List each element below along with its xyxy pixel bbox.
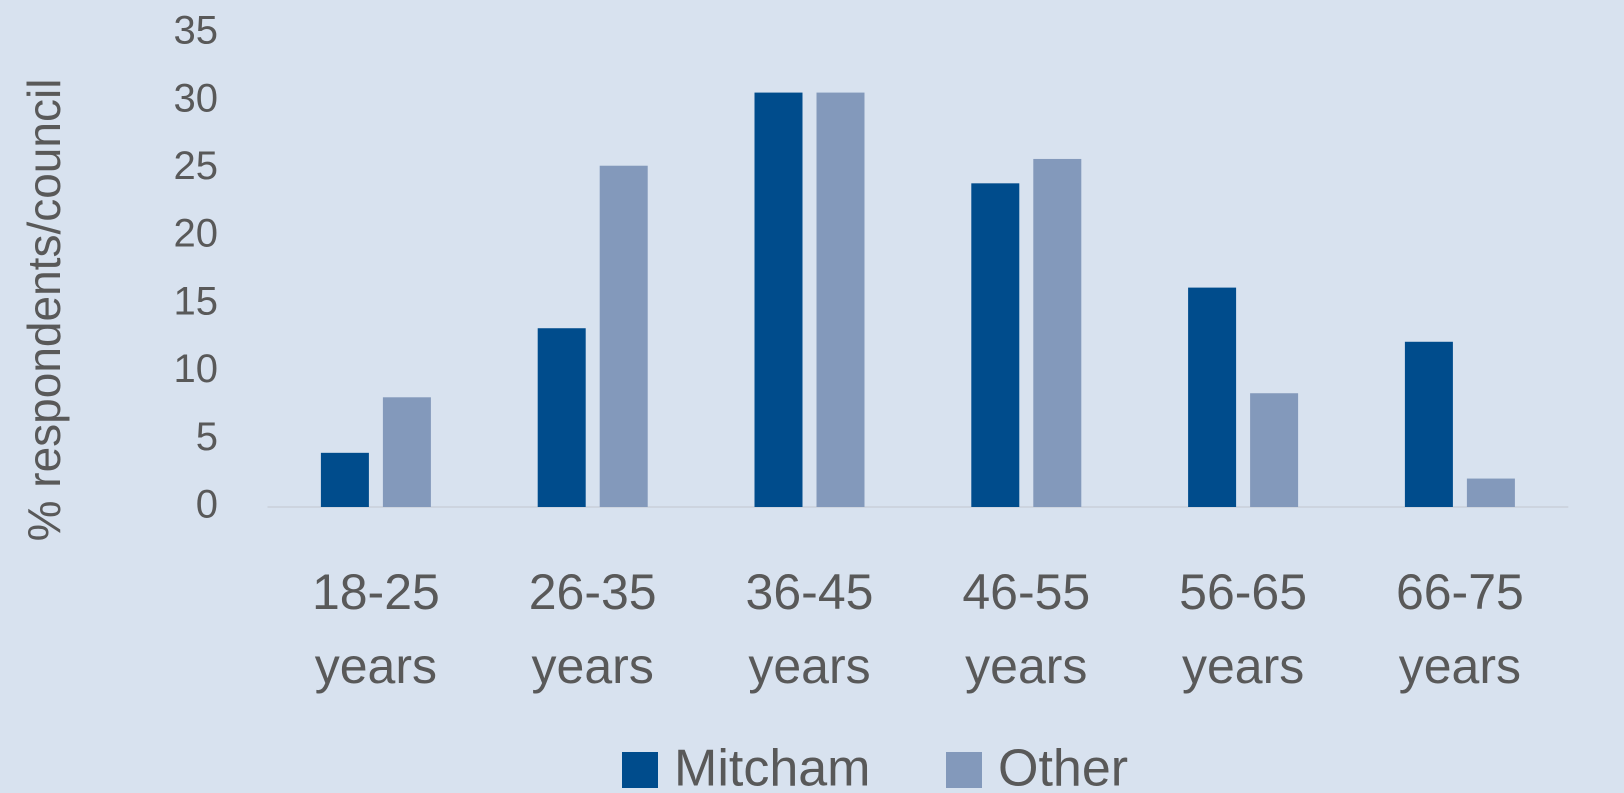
bar — [1033, 158, 1082, 507]
bar — [754, 92, 803, 508]
x-tick-label: 56-65 years — [1179, 564, 1308, 694]
y-tick-label: 25 — [174, 144, 219, 188]
y-tick-label: 35 — [174, 9, 219, 53]
legend-label: Other — [998, 740, 1128, 793]
y-tick-label: 15 — [174, 279, 219, 323]
bar — [537, 328, 586, 507]
y-tick-label: 20 — [174, 212, 219, 256]
bar — [1250, 393, 1299, 507]
bar — [1404, 341, 1453, 507]
bar — [599, 165, 648, 507]
y-tick-label: 10 — [174, 347, 219, 391]
legend-swatch — [622, 752, 658, 788]
x-tick-label: 26-35 years — [528, 564, 657, 694]
bar — [1188, 287, 1237, 507]
bar — [816, 92, 865, 508]
bar — [320, 452, 369, 507]
legend-label: Mitcham — [674, 740, 870, 793]
bar — [382, 397, 431, 507]
y-axis-title: % respondents/council — [18, 79, 70, 542]
x-tick-label: 66-75 years — [1395, 564, 1524, 694]
y-tick-label: 5 — [196, 415, 218, 459]
x-tick-label: 36-45 years — [745, 564, 874, 694]
y-tick-label: 0 — [196, 483, 218, 527]
x-tick-label: 46-55 years — [962, 564, 1091, 694]
legend-swatch — [946, 752, 982, 788]
bar — [1466, 478, 1515, 507]
x-tick-label: 18-25 years — [311, 564, 440, 694]
y-tick-label: 30 — [174, 76, 219, 120]
bar — [971, 183, 1020, 507]
